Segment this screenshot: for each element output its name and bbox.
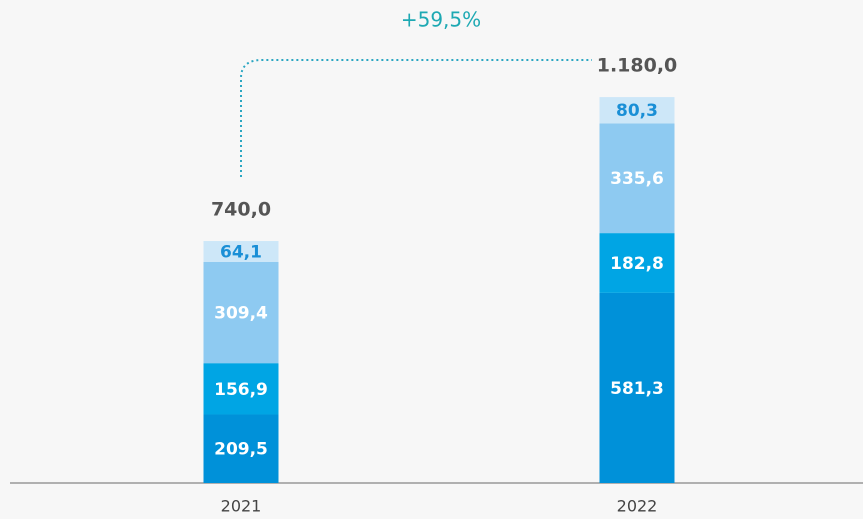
segment-label: 182,8	[610, 254, 664, 274]
total-label: 740,0	[211, 198, 271, 220]
segment-label: 581,3	[610, 379, 664, 399]
bar-segment	[599, 123, 675, 234]
segment-label: 64,1	[220, 243, 262, 263]
segment-label: 80,3	[616, 101, 658, 121]
segment-label: 156,9	[214, 380, 268, 400]
bar-segment	[203, 414, 279, 483]
growth-connector	[240, 59, 592, 177]
bar-segment	[203, 363, 279, 415]
segment-label: 335,6	[610, 169, 664, 189]
segment-label: 309,4	[214, 304, 268, 324]
x-tick-label: 2021	[221, 497, 262, 516]
bar-segment	[599, 292, 675, 483]
growth-annotation: +59,5%	[401, 8, 481, 32]
bar-segment	[203, 261, 279, 364]
bar-segment	[203, 241, 279, 262]
bar-segment	[599, 97, 675, 124]
bar-segment	[599, 233, 675, 293]
segment-label: 209,5	[214, 440, 268, 460]
x-tick-label: 2022	[617, 497, 658, 516]
total-label: 1.180,0	[597, 55, 678, 77]
